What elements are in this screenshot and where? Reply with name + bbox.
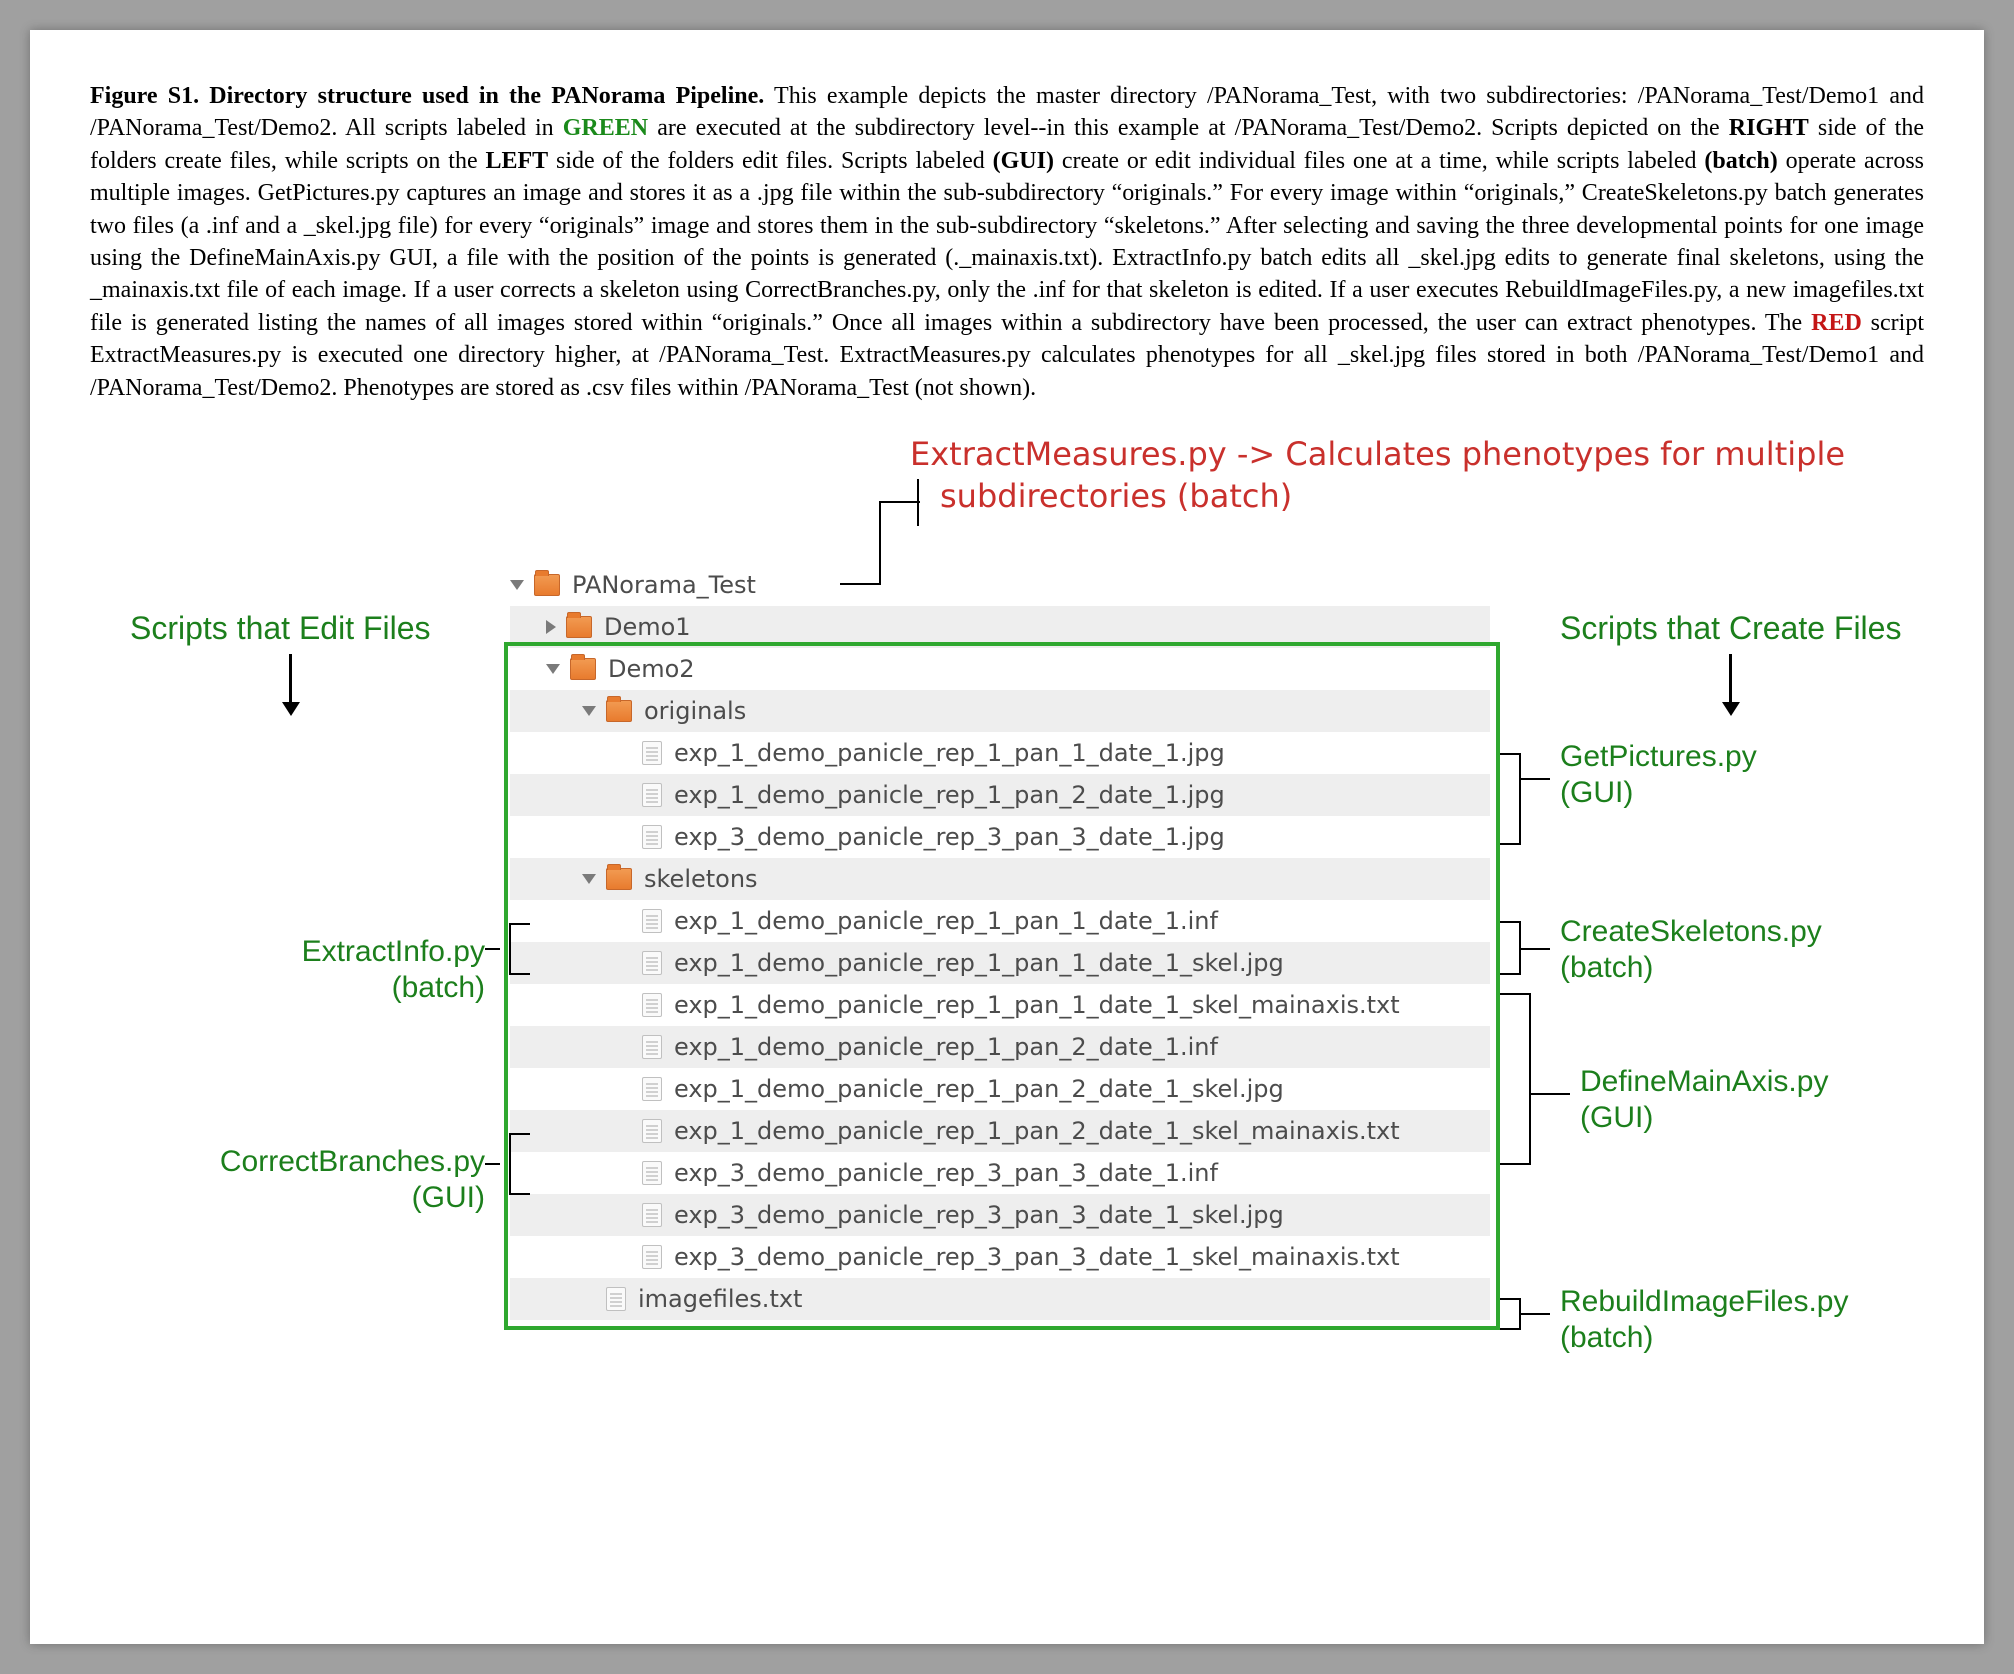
disclosure-right-icon[interactable] (546, 620, 556, 634)
rebuildimagefiles-label: RebuildImageFiles.py (batch) (1560, 1284, 1848, 1356)
figure-caption: Figure S1. Directory structure used in t… (90, 80, 1924, 404)
caption-title: Figure S1. Directory structure used in t… (90, 83, 764, 109)
folder-icon (566, 616, 592, 638)
extract-measures-annotation: ExtractMeasures.py -> Calculates phenoty… (910, 434, 1845, 517)
tree-row-label: Demo1 (604, 613, 691, 641)
red-line-2: subdirectories (batch) (910, 476, 1845, 518)
directory-diagram: ExtractMeasures.py -> Calculates phenoty… (90, 434, 1924, 1584)
right-header: Scripts that Create Files (1560, 609, 1901, 647)
left-header: Scripts that Edit Files (130, 609, 431, 647)
figure-page: Figure S1. Directory structure used in t… (30, 30, 1984, 1644)
caption-body: This example depicts the master director… (90, 83, 1924, 401)
createskeletons-label: CreateSkeletons.py (batch) (1560, 914, 1822, 986)
tree-row-label: PANorama_Test (572, 571, 756, 599)
correctbranches-label: CorrectBranches.py (GUI) (125, 1144, 485, 1216)
disclosure-down-icon[interactable] (510, 580, 524, 590)
extractinfo-label: ExtractInfo.py (batch) (195, 934, 485, 1006)
red-line-1: ExtractMeasures.py -> Calculates phenoty… (910, 435, 1845, 473)
tree-row[interactable]: PANorama_Test (510, 564, 1490, 606)
definemainaxis-label: DefineMainAxis.py (GUI) (1580, 1064, 1828, 1136)
getpictures-label: GetPictures.py (GUI) (1560, 739, 1757, 811)
subdirectory-highlight-box (504, 642, 1500, 1330)
folder-icon (534, 574, 560, 596)
